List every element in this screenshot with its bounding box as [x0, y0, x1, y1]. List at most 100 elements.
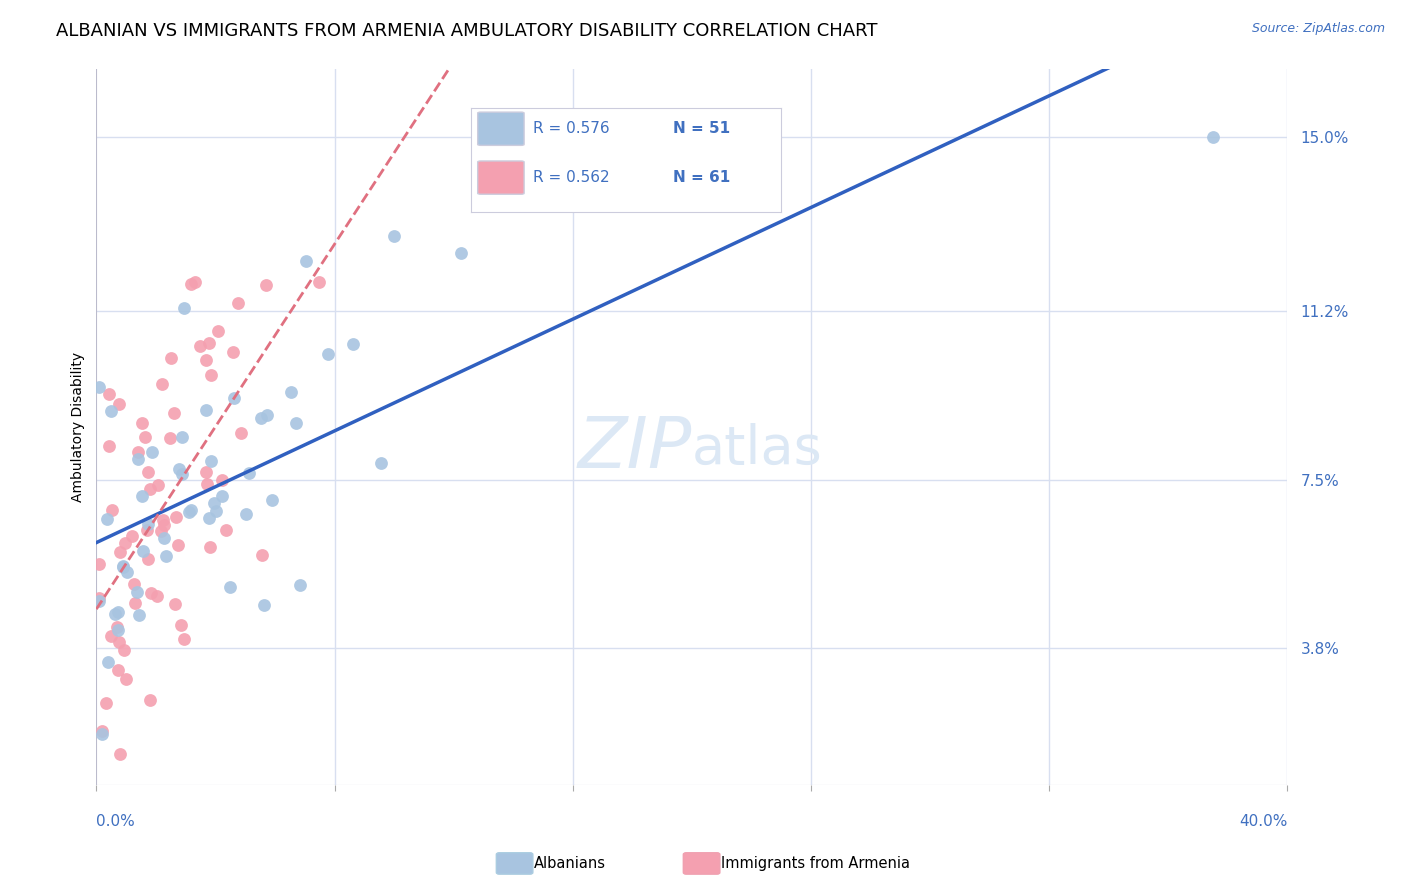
Point: [141, 445, 163, 459]
Point: [260, 493, 283, 508]
Point: [91, 727, 114, 741]
Point: [184, 276, 207, 290]
Point: [254, 277, 277, 292]
Point: [138, 693, 160, 707]
Text: ZIP: ZIP: [578, 414, 692, 483]
Point: [180, 277, 202, 292]
Text: 0.0%: 0.0%: [97, 814, 135, 830]
Point: [198, 541, 221, 555]
Point: [135, 523, 157, 537]
Point: [370, 457, 392, 471]
Point: [101, 503, 124, 517]
Point: [231, 426, 253, 441]
Point: [188, 339, 211, 353]
Point: [194, 403, 217, 417]
Point: [146, 477, 169, 491]
Text: Source: ZipAtlas.com: Source: ZipAtlas.com: [1251, 22, 1385, 36]
Point: [121, 529, 143, 543]
Point: [146, 589, 169, 603]
Point: [127, 444, 149, 458]
Point: [165, 509, 187, 524]
Point: [280, 384, 302, 399]
Text: Immigrants from Armenia: Immigrants from Armenia: [721, 856, 910, 871]
Point: [284, 416, 307, 430]
Point: [163, 405, 186, 419]
Point: [167, 462, 190, 476]
Point: [215, 523, 238, 537]
Point: [200, 368, 222, 382]
Point: [94, 696, 117, 710]
Point: [179, 505, 201, 519]
Point: [170, 467, 193, 482]
Point: [115, 565, 138, 579]
Text: atlas: atlas: [692, 423, 823, 475]
Point: [89, 557, 111, 571]
Point: [122, 577, 145, 591]
Point: [256, 408, 278, 422]
Point: [222, 391, 245, 405]
Point: [112, 643, 135, 657]
Point: [197, 336, 219, 351]
Point: [173, 301, 195, 315]
Point: [132, 544, 155, 558]
Point: [219, 580, 242, 594]
Point: [221, 345, 243, 359]
Point: [159, 351, 181, 365]
Point: [153, 518, 176, 533]
Point: [98, 439, 121, 453]
Point: [155, 549, 177, 563]
Point: [198, 511, 221, 525]
Point: [211, 489, 233, 503]
Point: [108, 397, 131, 411]
Point: [108, 545, 131, 559]
Point: [131, 489, 153, 503]
Point: [295, 254, 318, 268]
Point: [342, 337, 364, 351]
Point: [195, 465, 218, 479]
Point: [166, 538, 188, 552]
Point: [450, 246, 472, 260]
Point: [253, 599, 276, 613]
Point: [316, 346, 339, 360]
Point: [163, 597, 186, 611]
Point: [97, 656, 120, 670]
Point: [89, 591, 111, 606]
Point: [226, 296, 249, 310]
Point: [1202, 130, 1225, 145]
Point: [136, 552, 159, 566]
Point: [153, 531, 176, 545]
Point: [114, 536, 136, 550]
Point: [111, 560, 134, 574]
Text: Albanians: Albanians: [534, 856, 606, 871]
Point: [89, 594, 111, 608]
Point: [194, 353, 217, 368]
Point: [104, 607, 127, 621]
Point: [100, 629, 122, 643]
Point: [308, 275, 330, 289]
Point: [115, 672, 138, 686]
Point: [89, 380, 111, 394]
Point: [131, 417, 153, 431]
Point: [382, 229, 405, 244]
Y-axis label: Ambulatory Disability: Ambulatory Disability: [72, 352, 86, 502]
Point: [136, 465, 159, 479]
Point: [111, 558, 134, 573]
Point: [90, 724, 112, 739]
Point: [136, 516, 159, 531]
Point: [170, 430, 193, 444]
Point: [211, 473, 233, 487]
Point: [107, 663, 129, 677]
Point: [100, 404, 122, 418]
Point: [152, 513, 174, 527]
Point: [202, 496, 225, 510]
Point: [139, 586, 162, 600]
Point: [150, 377, 173, 392]
Point: [107, 623, 129, 637]
Point: [250, 411, 273, 425]
Point: [96, 511, 118, 525]
Point: [250, 548, 273, 562]
Point: [127, 452, 149, 467]
Point: [288, 578, 311, 592]
Point: [159, 431, 181, 445]
Point: [105, 620, 128, 634]
